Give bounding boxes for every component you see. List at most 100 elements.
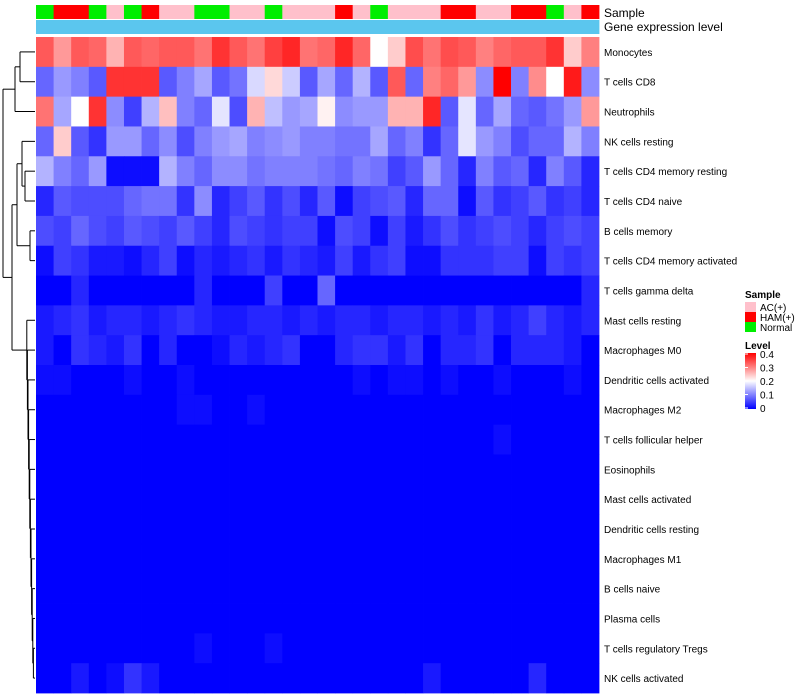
heatmap-cell <box>36 484 54 515</box>
heatmap-cell <box>123 215 142 247</box>
heatmap-cell <box>264 156 283 187</box>
heatmap-cell <box>335 245 354 276</box>
heatmap-cell <box>141 186 160 217</box>
heatmap-cell <box>88 186 107 217</box>
heatmap-cell <box>211 305 230 336</box>
heatmap-cell <box>106 245 125 276</box>
heatmap-cell <box>493 365 512 396</box>
heatmap-cell <box>317 424 336 455</box>
heatmap-cell <box>475 543 494 575</box>
heatmap-cell <box>563 126 582 157</box>
row-label: Mast cells resting <box>604 316 681 327</box>
heatmap-cell <box>106 663 125 694</box>
heatmap-cell <box>159 37 178 68</box>
sample-legend-title: Sample <box>745 290 781 301</box>
heatmap-cell <box>299 543 318 575</box>
heatmap-cell <box>247 66 266 98</box>
heatmap-cell <box>528 394 547 426</box>
heatmap-cell <box>405 96 424 127</box>
heatmap-cell <box>53 394 72 426</box>
heatmap-cell <box>423 215 442 247</box>
row-label: Macrophages M1 <box>604 555 682 566</box>
heatmap-cell <box>88 484 107 515</box>
heatmap-cell <box>53 573 72 604</box>
heatmap-cell <box>563 454 582 485</box>
heatmap-cell <box>106 96 125 127</box>
heatmap-cell <box>546 484 565 515</box>
heatmap-cell <box>405 633 424 664</box>
heatmap-cell <box>352 37 371 68</box>
heatmap-cell <box>282 454 301 485</box>
heatmap-cell <box>88 603 107 634</box>
heatmap-cell <box>352 335 371 366</box>
heatmap-cell <box>88 514 107 545</box>
heatmap-cell <box>440 663 459 694</box>
heatmap-cell <box>299 573 318 604</box>
heatmap-cell <box>106 514 125 545</box>
heatmap-cell <box>282 66 301 98</box>
heatmap-cell <box>264 66 283 98</box>
heatmap-cell <box>370 633 389 664</box>
heatmap-cell <box>211 663 230 694</box>
heatmap-cell <box>581 484 600 515</box>
heatmap-cell <box>159 186 178 217</box>
heatmap-cell <box>88 454 107 485</box>
heatmap-cell <box>123 514 142 545</box>
heatmap-cell <box>317 186 336 217</box>
heatmap-cell <box>528 424 547 455</box>
heatmap-cell <box>36 543 54 575</box>
heatmap-cell <box>88 37 107 68</box>
sample-annotation-cell <box>194 5 213 19</box>
level-legend: Level 0.4 0.3 0.2 0.1 0 <box>745 341 774 415</box>
heatmap-cell <box>264 365 283 396</box>
sample-legend-entry: Normal <box>760 323 792 334</box>
heatmap-cell <box>405 335 424 366</box>
heatmap-cell <box>493 186 512 217</box>
heatmap-cell <box>563 245 582 276</box>
heatmap-cell <box>211 156 230 187</box>
heatmap-cell <box>36 573 54 604</box>
heatmap-cell <box>387 603 406 634</box>
heatmap-cell <box>335 365 354 396</box>
heatmap-cell <box>106 275 125 306</box>
heatmap-cell <box>106 633 125 664</box>
sample-annotation-cell <box>352 5 371 19</box>
heatmap-cell <box>563 603 582 634</box>
heatmap-cell <box>194 603 213 634</box>
sample-annotation-cell <box>71 5 90 19</box>
heatmap-cell <box>123 245 142 276</box>
heatmap-cell <box>511 424 530 455</box>
heatmap-cell <box>440 37 459 68</box>
heatmap-cell <box>88 365 107 396</box>
heatmap-cell <box>563 663 582 694</box>
heatmap-cell <box>211 424 230 455</box>
level-legend-tick-label: 0.4 <box>760 350 774 361</box>
heatmap-cell <box>36 663 54 694</box>
heatmap-cell <box>581 573 600 604</box>
heatmap-cell <box>247 603 266 634</box>
heatmap-cell <box>123 186 142 217</box>
heatmap-cell <box>335 335 354 366</box>
heatmap-cell <box>229 633 248 664</box>
heatmap-cell <box>36 186 54 217</box>
heatmap-cell <box>335 305 354 336</box>
heatmap-cell <box>159 365 178 396</box>
heatmap-cell <box>71 66 90 98</box>
heatmap-cell <box>106 215 125 247</box>
level-legend-tick-label: 0.2 <box>760 377 774 388</box>
heatmap-cell <box>299 335 318 366</box>
sample-annotation-cell <box>141 5 160 19</box>
sample-annotation-cell <box>335 5 354 19</box>
heatmap-cell <box>53 275 72 306</box>
heatmap-cell <box>53 186 72 217</box>
heatmap-cell <box>335 424 354 455</box>
heatmap-cell <box>176 66 195 98</box>
heatmap-cell <box>581 126 600 157</box>
row-label: T cells CD4 memory resting <box>604 167 727 178</box>
heatmap-cell <box>159 275 178 306</box>
sample-annotation-cell <box>299 5 318 19</box>
heatmap-cell <box>282 156 301 187</box>
heatmap-cell <box>458 603 477 634</box>
heatmap-cell <box>563 156 582 187</box>
heatmap-cell <box>282 484 301 515</box>
